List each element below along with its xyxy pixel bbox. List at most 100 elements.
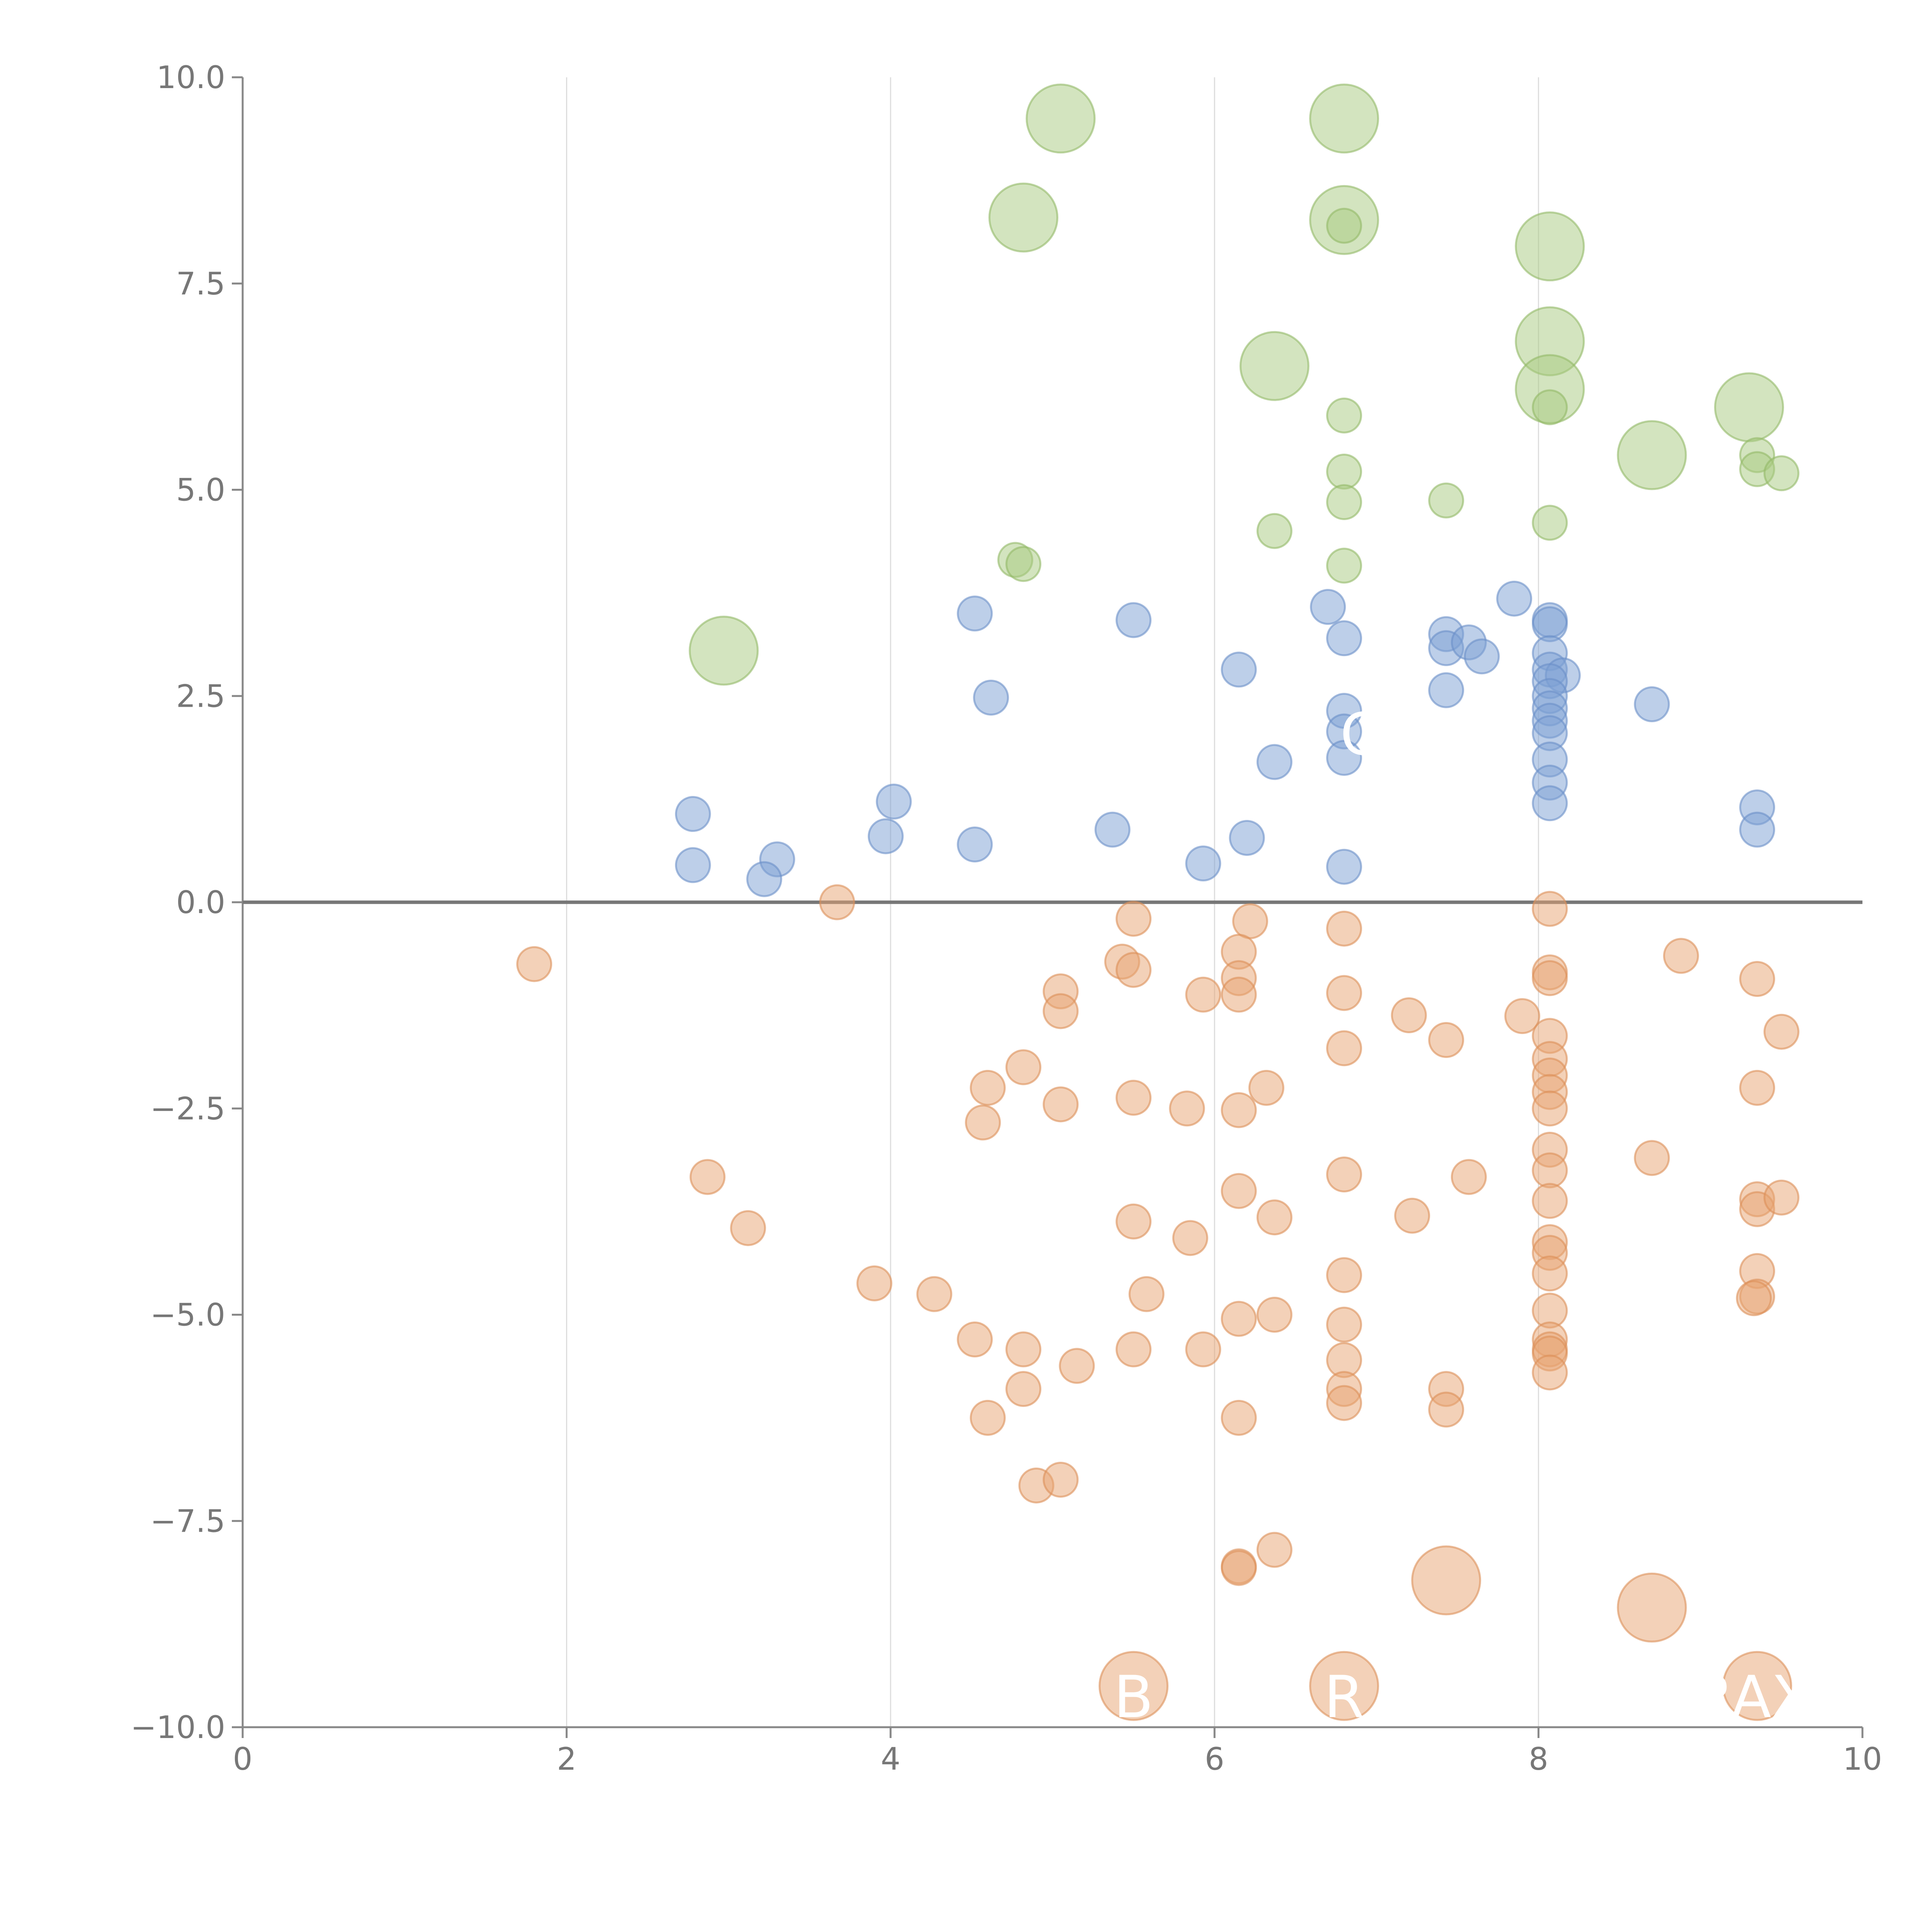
point-blue-29 [1256,744,1293,780]
point-orange-67 [1736,1280,1772,1316]
point-orange-39 [1532,1183,1568,1219]
point-green-12 [1617,420,1687,490]
point-label-2: RAX [1694,1664,1811,1731]
point-orange-33 [1116,1080,1152,1116]
point-orange-26 [1739,961,1776,997]
point-orange-19 [1532,960,1568,996]
point-orange-53 [1532,1255,1568,1292]
point-orange-69 [1005,1331,1042,1367]
point-orange-38 [1532,1152,1568,1189]
point-blue-23 [973,680,1009,716]
point-orange-89 [1256,1532,1293,1568]
point-orange-13 [1043,993,1079,1029]
point-orange-88 [1221,1550,1257,1586]
point-label-3: C [1340,701,1381,768]
point-orange-28 [1326,1030,1362,1066]
point-orange-77 [1059,1348,1095,1384]
x-tick-label-2: 4 [881,1741,900,1777]
point-label-0: B [1114,1664,1153,1731]
axes: −10.0 −7.5 −5.0 −2.5 0.0 2.5 5.0 7.5 10.0 0 2 4 6 8 10 [131,60,1882,1777]
point-orange-7 [1116,952,1152,988]
y-tick-label-5: 2.5 [176,678,225,714]
point-blue-30 [675,796,711,832]
point-blue-37 [1326,849,1362,885]
y-tick-label-2: −5.0 [150,1297,225,1333]
point-orange-90 [1411,1545,1481,1616]
point-green-18 [1326,484,1362,520]
point-orange-76 [1532,1354,1568,1391]
point-orange-31 [965,1104,1001,1141]
y-tick-label-0: −10.0 [131,1709,225,1745]
point-green-19 [1532,505,1568,541]
point-blue-21 [1532,785,1568,821]
point-orange-29 [1005,1049,1042,1085]
point-blue-33 [957,827,993,863]
point-green-9 [1532,389,1568,425]
point-orange-71 [1185,1331,1221,1367]
point-green-1 [1309,83,1379,154]
point-green-11 [1326,397,1362,434]
point-orange-61 [1221,1301,1257,1337]
point-green-5 [1515,211,1585,282]
point-orange-0 [819,884,855,920]
point-blue-26 [1326,740,1362,776]
point-blue-34 [1094,811,1131,848]
point-orange-84 [1221,1400,1257,1436]
point-blue-1 [1116,602,1152,638]
point-orange-60 [1128,1276,1165,1312]
x-tick-label-4: 8 [1529,1741,1548,1777]
point-orange-86 [1043,1462,1079,1498]
point-orange-4 [1326,910,1362,947]
point-blue-3 [1326,620,1362,656]
point-blue-28 [1634,686,1670,723]
point-orange-15 [1391,997,1427,1033]
y-tick-label-4: 0.0 [176,884,225,920]
point-green-20 [1256,513,1293,549]
point-orange-40 [1326,1156,1362,1193]
point-orange-80 [1326,1385,1362,1421]
point-orange-93 [1309,1651,1379,1721]
point-orange-11 [1185,976,1221,1013]
point-orange-43 [1739,1070,1776,1106]
x-tick-label-3: 6 [1205,1741,1225,1777]
point-orange-48 [1221,1173,1257,1209]
point-orange-94 [1722,1651,1793,1721]
point-blue-22 [1221,651,1257,688]
y-tick-label-6: 5.0 [176,472,225,508]
point-blue-0 [957,595,993,632]
point-orange-82 [1428,1391,1464,1428]
point-orange-32 [1043,1086,1079,1122]
y-tick-label-8: 10.0 [156,60,225,95]
point-orange-59 [916,1276,952,1312]
point-orange-41 [1451,1159,1487,1195]
point-blue-42 [1739,811,1776,848]
point-orange-14 [1326,975,1362,1011]
point-blue-7 [1464,638,1500,675]
point-orange-62 [1256,1297,1293,1333]
point-green-2 [988,182,1059,253]
point-orange-70 [1116,1331,1152,1367]
point-green-4 [1326,207,1362,244]
point-green-23 [1326,548,1362,584]
point-orange-17 [1504,998,1541,1034]
point-orange-91 [1617,1572,1687,1643]
point-orange-16 [1428,1022,1464,1058]
point-blue-27 [1428,672,1464,708]
point-orange-36 [1248,1070,1284,1106]
point-orange-50 [1394,1197,1430,1234]
point-orange-24 [1532,1090,1568,1127]
point-orange-34 [1169,1090,1205,1127]
point-orange-5 [1532,891,1568,927]
point-green-7 [1239,331,1310,401]
point-orange-57 [1326,1257,1362,1293]
point-blue-36 [1185,845,1221,882]
point-orange-30 [969,1070,1006,1106]
point-orange-63 [1326,1306,1362,1343]
point-blue-8 [1496,580,1532,617]
point-blue-35 [1229,820,1265,856]
point-blue-2 [1310,589,1346,625]
point-green-16 [1326,454,1362,490]
point-label-1: R [1324,1664,1364,1731]
y-tick-label-3: −2.5 [150,1091,225,1127]
